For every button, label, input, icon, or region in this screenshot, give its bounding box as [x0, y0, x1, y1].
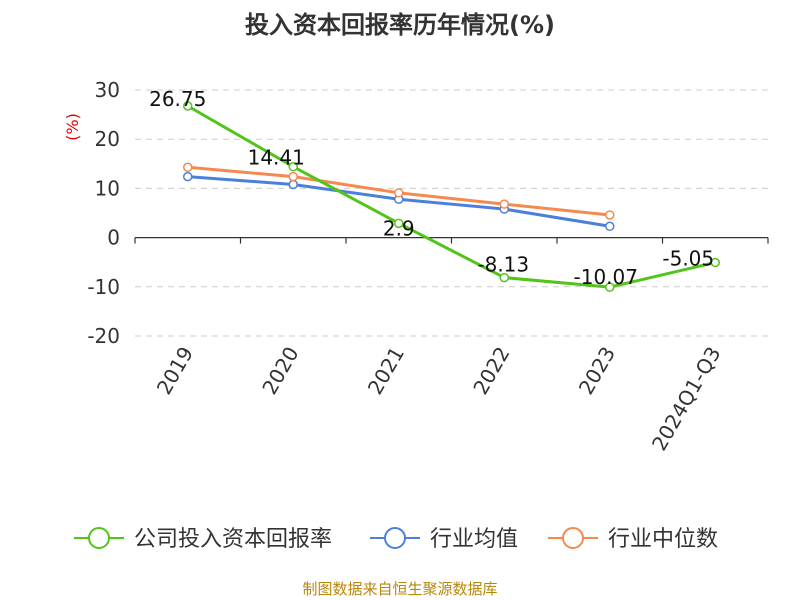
data-point	[499, 272, 509, 283]
y-tick-label: 10	[95, 176, 120, 200]
y-tick-label: 0	[107, 226, 120, 250]
legend-label: 行业均值	[430, 527, 518, 552]
x-tick-label: 2022	[468, 343, 514, 399]
data-label: 2.9	[383, 216, 415, 240]
legend-label: 公司投入资本回报率	[134, 527, 332, 552]
data-label: -10.07	[574, 265, 638, 289]
x-tick-label: 2023	[574, 343, 620, 399]
data-point	[710, 257, 720, 268]
data-point	[605, 210, 615, 220]
x-tick-label: 2020	[257, 343, 303, 399]
data-point	[605, 282, 615, 292]
data-point	[394, 218, 404, 229]
data-point	[183, 101, 193, 111]
legend-item: 行业均值	[370, 527, 518, 552]
y-tick-label: -10	[87, 275, 120, 299]
legend-item: 公司投入资本回报率	[74, 527, 332, 552]
data-point	[288, 161, 298, 172]
y-tick-label: -20	[87, 324, 120, 348]
series-group	[183, 101, 720, 292]
data-labels: 26.75 14.41 2.9 -8.13 -10.07 -5.05	[149, 87, 714, 289]
y-tick-label: 20	[95, 127, 120, 151]
data-point	[183, 162, 193, 172]
data-label: -5.05	[662, 246, 714, 270]
legend-marker-icon	[562, 527, 584, 549]
data-point	[288, 171, 298, 182]
chart-title: 投入资本回报率历年情况(%)	[245, 11, 555, 39]
x-tick-label: 2019	[152, 343, 198, 399]
x-tick-label: 2021	[363, 343, 409, 399]
series-group	[183, 171, 615, 232]
legend-marker-icon	[384, 527, 406, 549]
legend: 公司投入资本回报率 行业均值 行业中位数	[74, 527, 718, 552]
series-group	[183, 162, 615, 220]
grid-lines	[135, 89, 768, 337]
series-lines	[183, 101, 720, 292]
series-line	[187, 104, 716, 289]
source-note: 制图数据来自恒生聚源数据库	[302, 580, 497, 598]
x-tick-label: 2024Q1-Q3	[647, 343, 726, 455]
data-point	[605, 221, 615, 232]
data-label: 26.75	[149, 87, 206, 111]
y-axis-unit: (%)	[63, 113, 82, 141]
data-label: -8.13	[477, 253, 529, 277]
data-point	[499, 199, 509, 209]
legend-item: 行业中位数	[548, 527, 718, 552]
legend-marker-icon	[88, 527, 110, 549]
y-tick-label: 30	[95, 78, 120, 102]
data-label: 14.41	[248, 146, 305, 170]
data-point	[288, 179, 298, 190]
data-point	[394, 188, 404, 198]
data-point	[183, 171, 193, 182]
legend-label: 行业中位数	[608, 527, 718, 552]
